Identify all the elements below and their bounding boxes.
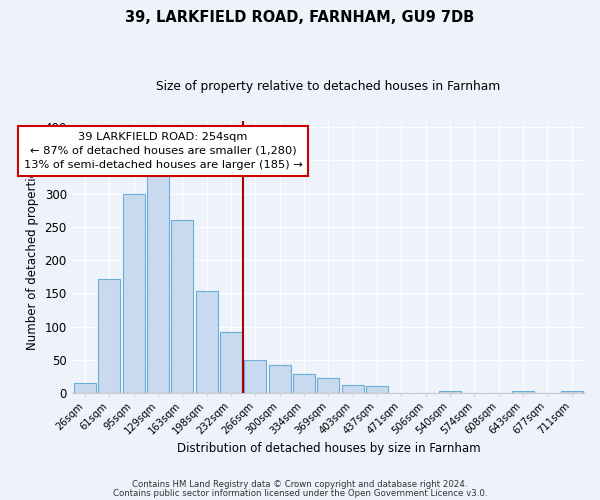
Bar — [560, 391, 583, 393]
Text: 39, LARKFIELD ROAD, FARNHAM, GU9 7DB: 39, LARKFIELD ROAD, FARNHAM, GU9 7DB — [125, 10, 475, 25]
Title: Size of property relative to detached houses in Farnham: Size of property relative to detached ho… — [156, 80, 500, 93]
Bar — [244, 360, 266, 393]
Bar — [98, 279, 121, 393]
X-axis label: Distribution of detached houses by size in Farnham: Distribution of detached houses by size … — [176, 442, 480, 455]
Bar — [220, 332, 242, 393]
Text: Contains HM Land Registry data © Crown copyright and database right 2024.: Contains HM Land Registry data © Crown c… — [132, 480, 468, 489]
Bar — [74, 383, 96, 393]
Text: 39 LARKFIELD ROAD: 254sqm
← 87% of detached houses are smaller (1,280)
13% of se: 39 LARKFIELD ROAD: 254sqm ← 87% of detac… — [23, 132, 302, 170]
Bar — [366, 386, 388, 393]
Bar — [196, 292, 218, 393]
Bar — [147, 174, 169, 393]
Bar — [293, 374, 315, 393]
Bar — [269, 364, 290, 393]
Bar — [512, 391, 534, 393]
Y-axis label: Number of detached properties: Number of detached properties — [26, 164, 39, 350]
Bar — [172, 220, 193, 393]
Bar — [342, 384, 364, 393]
Text: Contains public sector information licensed under the Open Government Licence v3: Contains public sector information licen… — [113, 490, 487, 498]
Bar — [439, 390, 461, 393]
Bar — [123, 194, 145, 393]
Bar — [317, 378, 340, 393]
